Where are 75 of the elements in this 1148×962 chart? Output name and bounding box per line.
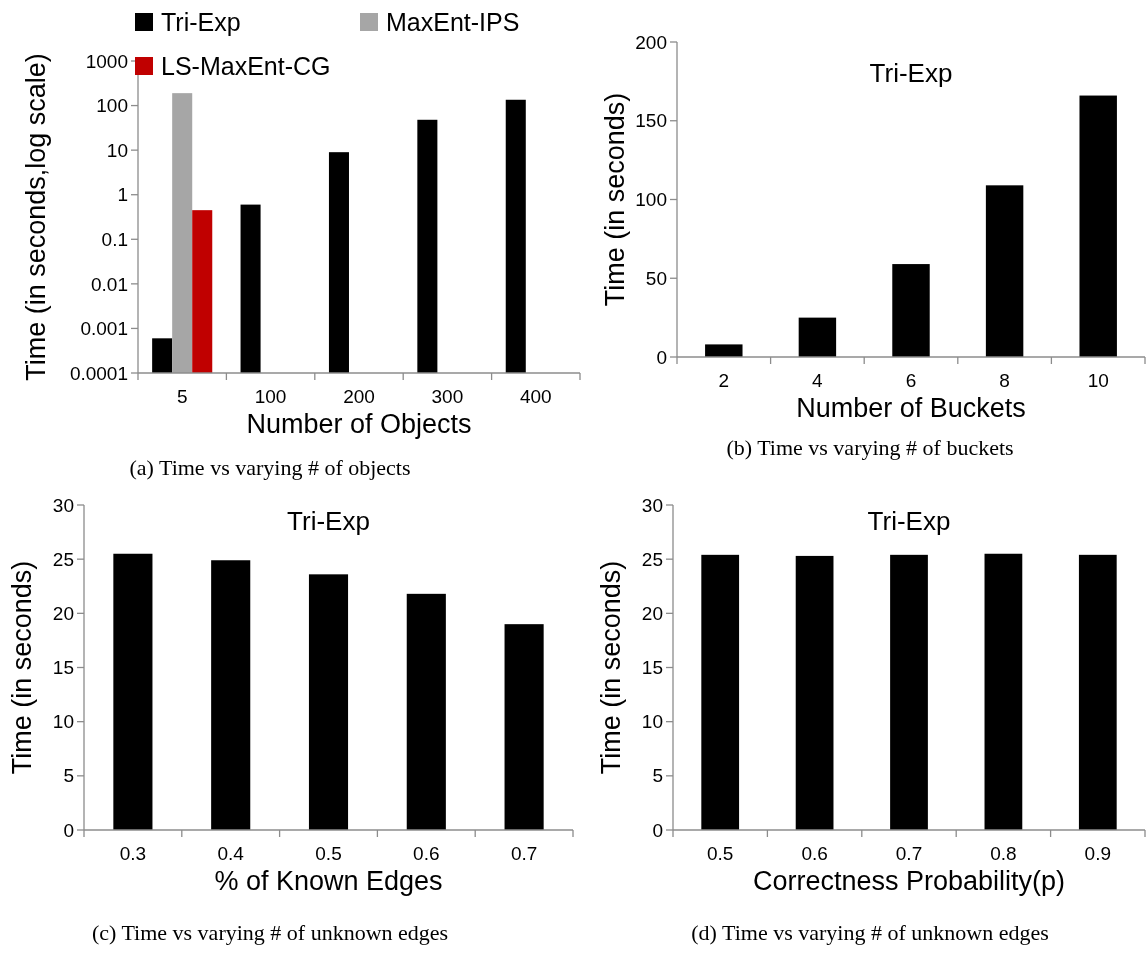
x-tick-label: 8 <box>999 370 1010 391</box>
x-tick-label: 0.5 <box>315 843 342 864</box>
bar <box>308 574 349 830</box>
y-tick-label: 0 <box>652 819 663 841</box>
y-tick-label: 0.01 <box>91 273 128 295</box>
x-tick-label: 0.8 <box>990 843 1017 864</box>
y-tick-label: 10 <box>52 711 74 733</box>
y-tick-label: 0 <box>63 819 74 841</box>
y-tick-label: 30 <box>52 494 74 516</box>
y-tick-label: 200 <box>635 31 667 53</box>
x-tick-label: 5 <box>176 386 188 407</box>
y-axis-title: Time (in seconds,log scale) <box>21 53 52 381</box>
y-tick-label: 100 <box>635 189 667 211</box>
y-axis-title: Time (in seconds) <box>7 560 38 775</box>
x-tick-label: 0.6 <box>413 843 440 864</box>
y-tick-label: 50 <box>645 267 667 289</box>
y-tick-label: 5 <box>63 765 74 787</box>
x-tick-label: 6 <box>905 370 917 391</box>
x-axis-title: Correctness Probability(p) <box>752 866 1066 896</box>
x-tick-label: 0.6 <box>801 843 828 864</box>
bar <box>113 553 153 830</box>
y-tick-label: 15 <box>52 657 74 679</box>
y-tick-label: 20 <box>641 602 663 624</box>
x-axis-title: % of Known Edges <box>214 866 443 896</box>
y-tick-label: 15 <box>641 657 663 679</box>
x-axis-title: Number of Objects <box>246 409 472 439</box>
bar <box>798 317 837 357</box>
y-tick-label: 1000 <box>85 50 128 72</box>
y-tick-label: 30 <box>641 494 663 516</box>
y-axis-title: Time (in seconds) <box>600 92 631 307</box>
y-tick-label: 10 <box>641 711 663 733</box>
x-tick-label: 0.9 <box>1084 843 1112 864</box>
y-tick-label: 20 <box>52 602 74 624</box>
x-tick-label: 0.3 <box>119 843 147 864</box>
y-tick-label: 0.0001 <box>69 362 128 384</box>
x-tick-label: 0.4 <box>217 843 245 864</box>
bar <box>892 264 930 357</box>
x-tick-label: 200 <box>343 386 375 407</box>
y-tick-label: 0.001 <box>80 318 128 340</box>
y-tick-label: 5 <box>652 765 663 787</box>
x-tick-label: 4 <box>812 370 824 391</box>
bar <box>985 185 1024 357</box>
legend-label: MaxEnt-IPS <box>386 8 520 36</box>
x-tick-label: 100 <box>254 386 287 407</box>
y-tick-label: 100 <box>96 95 128 117</box>
y-tick-label: 0.1 <box>101 228 128 250</box>
x-tick-label: 2 <box>718 370 730 391</box>
y-axis-title: Time (in seconds) <box>596 560 627 775</box>
text: (a) Time vs varying # of objects <box>129 455 411 480</box>
y-tick-label: 150 <box>635 110 667 132</box>
text: (c) Time vs varying # of unknown edges <box>91 920 449 945</box>
text: Tri-Exp <box>869 58 953 88</box>
x-tick-label: 0.7 <box>510 843 538 864</box>
x-tick-label: 0.5 <box>706 843 734 864</box>
x-tick-label: 300 <box>431 386 464 407</box>
y-tick-label: 25 <box>641 548 663 570</box>
text: (d) Time vs varying # of unknown edges <box>691 920 1049 945</box>
legend-label: LS-MaxEnt-CG <box>161 52 331 80</box>
y-tick-label: 0 <box>656 346 667 368</box>
bar <box>211 560 251 830</box>
x-tick-label: 10 <box>1087 370 1109 391</box>
legend-label: Tri-Exp <box>161 8 241 36</box>
bar <box>406 593 446 830</box>
x-tick-label: 400 <box>519 386 552 407</box>
bar <box>1079 95 1117 357</box>
x-axis-title: Number of Buckets <box>796 393 1026 423</box>
y-tick-label: 25 <box>52 548 74 570</box>
y-tick-label: 10 <box>106 139 128 161</box>
y-tick-label: 1 <box>117 184 128 206</box>
bar <box>504 624 544 830</box>
series-label: Tri-Exp <box>867 506 951 536</box>
text: (b) Time vs varying # of buckets <box>726 435 1014 460</box>
bar <box>705 344 743 357</box>
series-label: Tri-Exp <box>287 506 370 536</box>
x-tick-label: 0.7 <box>895 843 923 864</box>
